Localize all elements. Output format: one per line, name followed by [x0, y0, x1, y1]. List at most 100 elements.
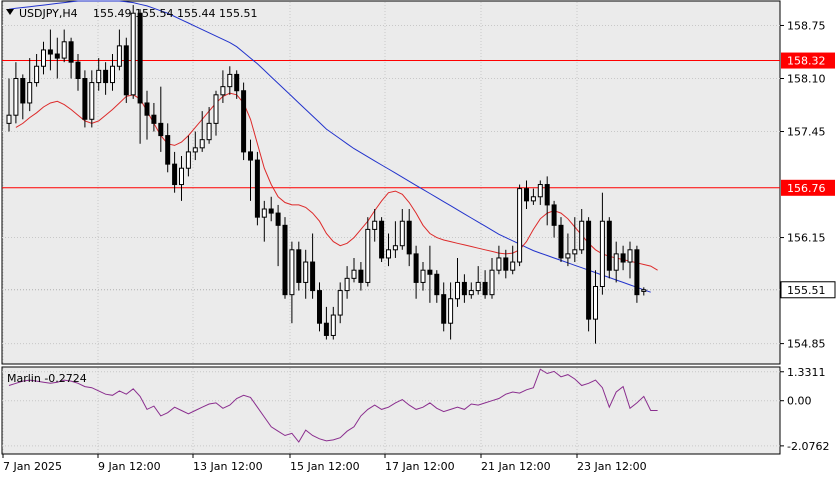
price-tick-label: 156.15 [787, 232, 826, 245]
candle-bull [448, 298, 454, 324]
candle-bull [344, 277, 350, 292]
marlin-series [8, 368, 658, 443]
symbol-label: USDJPY,H4 [19, 7, 78, 20]
candle-bull [565, 253, 571, 259]
candle-bear [172, 163, 178, 186]
candle-bear [20, 77, 26, 104]
chart-header: USDJPY,H4 155.49 155.54 155.44 155.51 [6, 7, 257, 20]
level-price-label: 156.76 [787, 182, 826, 195]
time-tick-label: 9 Jan 12:00 [98, 460, 161, 473]
candle-bear [241, 90, 247, 153]
candle-bear [634, 249, 640, 296]
candle-bull [399, 220, 405, 247]
candle-bear [606, 220, 612, 271]
candle-bear [54, 53, 60, 59]
candle-bear [47, 49, 53, 55]
candle-bull [365, 228, 371, 283]
candle-bull [510, 261, 516, 271]
candle-bull [351, 269, 357, 279]
candle-bull [130, 12, 136, 96]
moving-averages [8, 0, 658, 293]
candle-bear [551, 204, 557, 226]
candle-bear [544, 184, 550, 206]
ma-fast-line [15, 92, 658, 271]
price-axis: 158.75 158.10 157.45 156.15 154.85 158.32 156.… [780, 19, 836, 351]
candle-bull [613, 253, 619, 271]
candle-bear [296, 249, 302, 283]
candle-bear [524, 188, 529, 202]
price-tick-label: 158.75 [787, 19, 826, 32]
dropdown-triangle-icon[interactable] [6, 9, 14, 15]
candle-bear [461, 281, 467, 296]
candle-bear [144, 102, 150, 116]
candle-bear [379, 220, 385, 259]
candle-bull [13, 77, 19, 116]
candle-bear [482, 281, 488, 296]
level-price-label: 158.32 [787, 55, 826, 68]
candle-bear [75, 61, 81, 79]
candle-bull [34, 65, 40, 84]
candle-bull [593, 286, 598, 320]
marlin-line [8, 368, 658, 443]
candle-bull [420, 269, 426, 283]
candle-bear [503, 257, 509, 271]
candle-bear [82, 77, 88, 120]
candle-bear [234, 73, 240, 92]
candle-bear [103, 69, 109, 84]
candle-bear [158, 122, 164, 137]
candle-bull [213, 94, 219, 124]
candle-bull [468, 290, 474, 296]
candle-bull [227, 73, 233, 88]
time-tick-label: 7 Jan 2025 [3, 460, 62, 473]
candle-bear [620, 253, 626, 263]
candle-bear [282, 224, 288, 296]
candle-bull [475, 281, 481, 292]
time-tick-label: 17 Jan 12:00 [385, 460, 455, 473]
candle-bull [537, 184, 543, 198]
candle-bear [151, 114, 157, 124]
indicator-label: Marlin -0.2724 [7, 372, 87, 385]
candle-bear [137, 12, 143, 104]
candle-bull [199, 139, 205, 149]
candle-bull [599, 220, 605, 288]
candle-bear [558, 224, 564, 259]
ma-slow-line [8, 0, 651, 293]
candle-bull [496, 257, 502, 271]
candle-bear [427, 269, 433, 275]
time-tick-label: 13 Jan 12:00 [193, 460, 263, 473]
candle-bull [627, 249, 633, 263]
candle-bull [330, 314, 336, 336]
indicator-tick-label: 1.3311 [787, 366, 826, 379]
candle-bear [586, 220, 592, 320]
candle-bull [61, 41, 67, 59]
current-price-label: 155.51 [787, 284, 826, 297]
candle-bull [110, 65, 115, 84]
candle-bull [41, 49, 46, 67]
candle-bull [261, 208, 267, 218]
candle-bull [530, 196, 536, 202]
price-tick-label: 154.85 [787, 338, 826, 351]
candle-bear [434, 273, 440, 296]
candle-bull [489, 269, 495, 296]
ohlc-label: 155.49 155.54 155.44 155.51 [93, 7, 257, 20]
candle-bull [372, 220, 378, 230]
candle-bear [165, 135, 171, 165]
candle-bull [96, 69, 102, 84]
indicator-pane[interactable] [1, 366, 781, 455]
candle-bull [455, 281, 460, 300]
candle-bull [6, 114, 12, 124]
candle-bear [358, 269, 364, 283]
candle-bull [386, 249, 391, 259]
candle-bull [289, 249, 295, 296]
candle-bear [254, 159, 260, 218]
candle-bear [441, 294, 447, 324]
candle-bear [406, 220, 412, 255]
candle-bull [392, 245, 398, 251]
candle-bull [337, 290, 343, 316]
candle-bear [123, 45, 129, 96]
candle-bear [413, 253, 419, 283]
candle-bear [323, 322, 329, 336]
candle-bull [27, 82, 33, 104]
level-price-tag [781, 179, 835, 196]
